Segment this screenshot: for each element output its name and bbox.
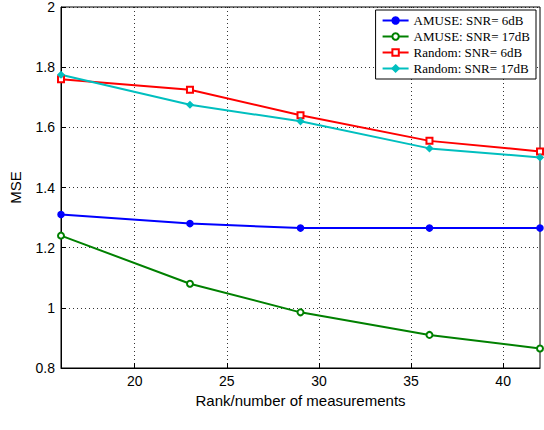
- svg-text:1.4: 1.4: [36, 180, 56, 196]
- svg-text:Random: SNR= 6dB: Random: SNR= 6dB: [414, 45, 523, 60]
- svg-text:40: 40: [495, 373, 511, 389]
- svg-text:2: 2: [47, 0, 55, 15]
- svg-text:Rank/number of measurements: Rank/number of measurements: [195, 392, 405, 409]
- svg-text:1: 1: [47, 300, 55, 316]
- svg-text:30: 30: [311, 373, 327, 389]
- svg-text:MSE: MSE: [7, 171, 24, 204]
- svg-text:1.8: 1.8: [36, 59, 56, 75]
- svg-text:1.6: 1.6: [36, 119, 56, 135]
- svg-text:20: 20: [127, 373, 143, 389]
- svg-text:25: 25: [219, 373, 235, 389]
- svg-text:AMUSE: SNR= 6dB: AMUSE: SNR= 6dB: [414, 13, 524, 28]
- svg-text:35: 35: [403, 373, 419, 389]
- svg-text:AMUSE: SNR= 17dB: AMUSE: SNR= 17dB: [414, 29, 531, 44]
- svg-text:0.8: 0.8: [36, 360, 56, 376]
- svg-text:Random: SNR= 17dB: Random: SNR= 17dB: [414, 61, 529, 76]
- svg-text:1.2: 1.2: [36, 240, 56, 256]
